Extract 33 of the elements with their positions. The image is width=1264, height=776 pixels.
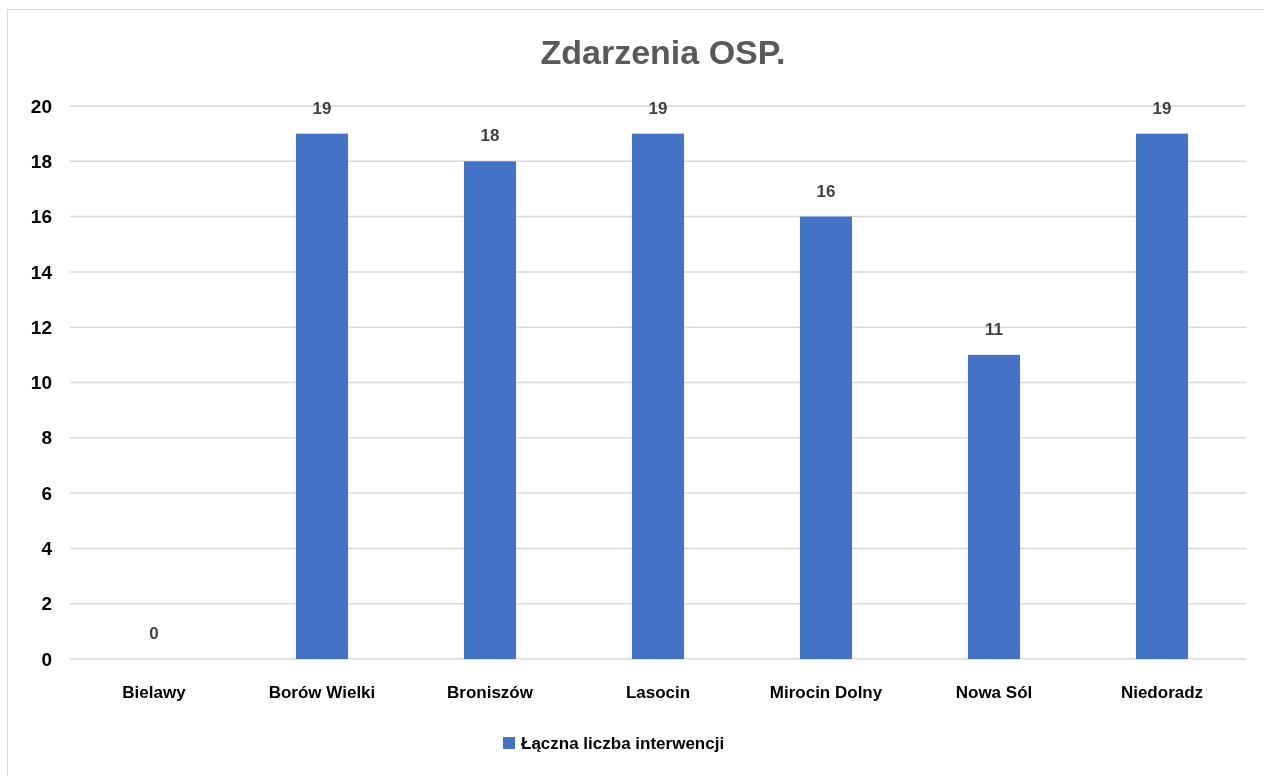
y-tick-label: 18	[30, 150, 52, 172]
data-label: 19	[1152, 98, 1172, 118]
y-tick-label: 2	[41, 593, 52, 615]
bar	[967, 354, 1021, 659]
y-tick-label: 12	[30, 316, 52, 338]
bar	[631, 133, 685, 659]
data-label: 16	[816, 181, 836, 201]
data-label: 0	[149, 624, 159, 643]
data-label: 18	[480, 126, 500, 146]
data-label: 19	[312, 98, 332, 118]
y-tick-label: 10	[30, 372, 52, 394]
bar	[295, 133, 349, 659]
legend-label: Łączna liczba interwencji	[521, 733, 725, 753]
x-tick-label: Broniszów	[447, 683, 534, 702]
y-tick-label: 6	[41, 482, 52, 504]
y-tick-label: 0	[41, 648, 52, 670]
chart-title: Zdarzenia OSP.	[540, 33, 786, 71]
bar	[799, 216, 853, 659]
bar	[1135, 133, 1189, 659]
y-tick-label: 20	[30, 95, 52, 117]
data-label: 11	[985, 319, 1003, 339]
x-tick-label: Borów Wielki	[268, 683, 376, 702]
x-tick-label: Niedoradz	[1120, 683, 1204, 702]
y-tick-label: 16	[30, 206, 52, 228]
x-tick-label: Mirocin Dolny	[769, 683, 883, 702]
x-tick-label: Bielawy	[122, 683, 187, 702]
data-label: 19	[648, 98, 668, 118]
y-tick-label: 14	[30, 261, 53, 283]
y-tick-label: 4	[41, 538, 53, 560]
y-tick-label: 8	[41, 427, 52, 449]
x-tick-label: Nowa Sól	[955, 683, 1033, 702]
x-tick-label: Lasocin	[625, 683, 691, 702]
bar	[463, 161, 517, 659]
